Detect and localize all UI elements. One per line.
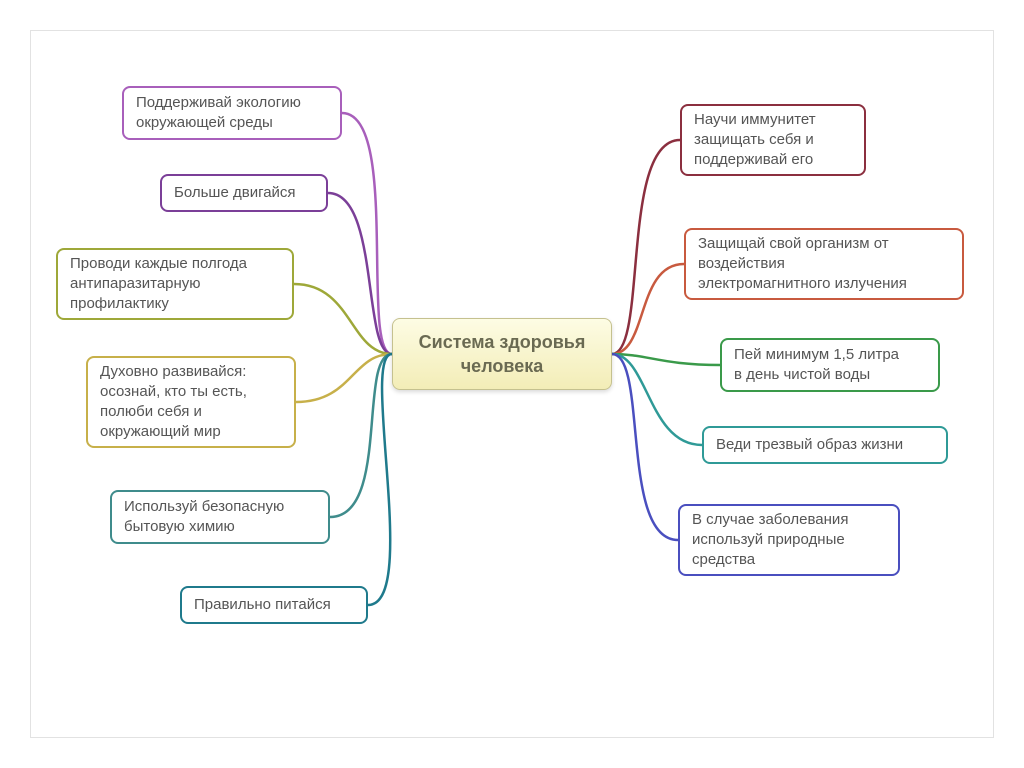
- branch-natural: В случае заболевания используй природные…: [678, 504, 900, 576]
- mindmap-canvas: Система здоровья человека Поддерживай эко…: [0, 0, 1024, 768]
- branch-sober: Веди трезвый образ жизни: [702, 426, 948, 464]
- center-node: Система здоровья человека: [392, 318, 612, 390]
- branch-spiritual: Духовно развивайся: осознай, кто ты есть…: [86, 356, 296, 448]
- branch-move: Больше двигайся: [160, 174, 328, 212]
- branch-electromagnetic: Защищай свой организм от воздействия эле…: [684, 228, 964, 300]
- branch-immune: Научи иммунитет защищать себя и поддержи…: [680, 104, 866, 176]
- branch-eat: Правильно питайся: [180, 586, 368, 624]
- branch-ecology: Поддерживай экологию окружающей среды: [122, 86, 342, 140]
- branch-antiparasite: Проводи каждые полгода антипаразитарную …: [56, 248, 294, 320]
- branch-water: Пей минимум 1,5 литра в день чистой воды: [720, 338, 940, 392]
- branch-chemistry: Используй безопасную бытовую химию: [110, 490, 330, 544]
